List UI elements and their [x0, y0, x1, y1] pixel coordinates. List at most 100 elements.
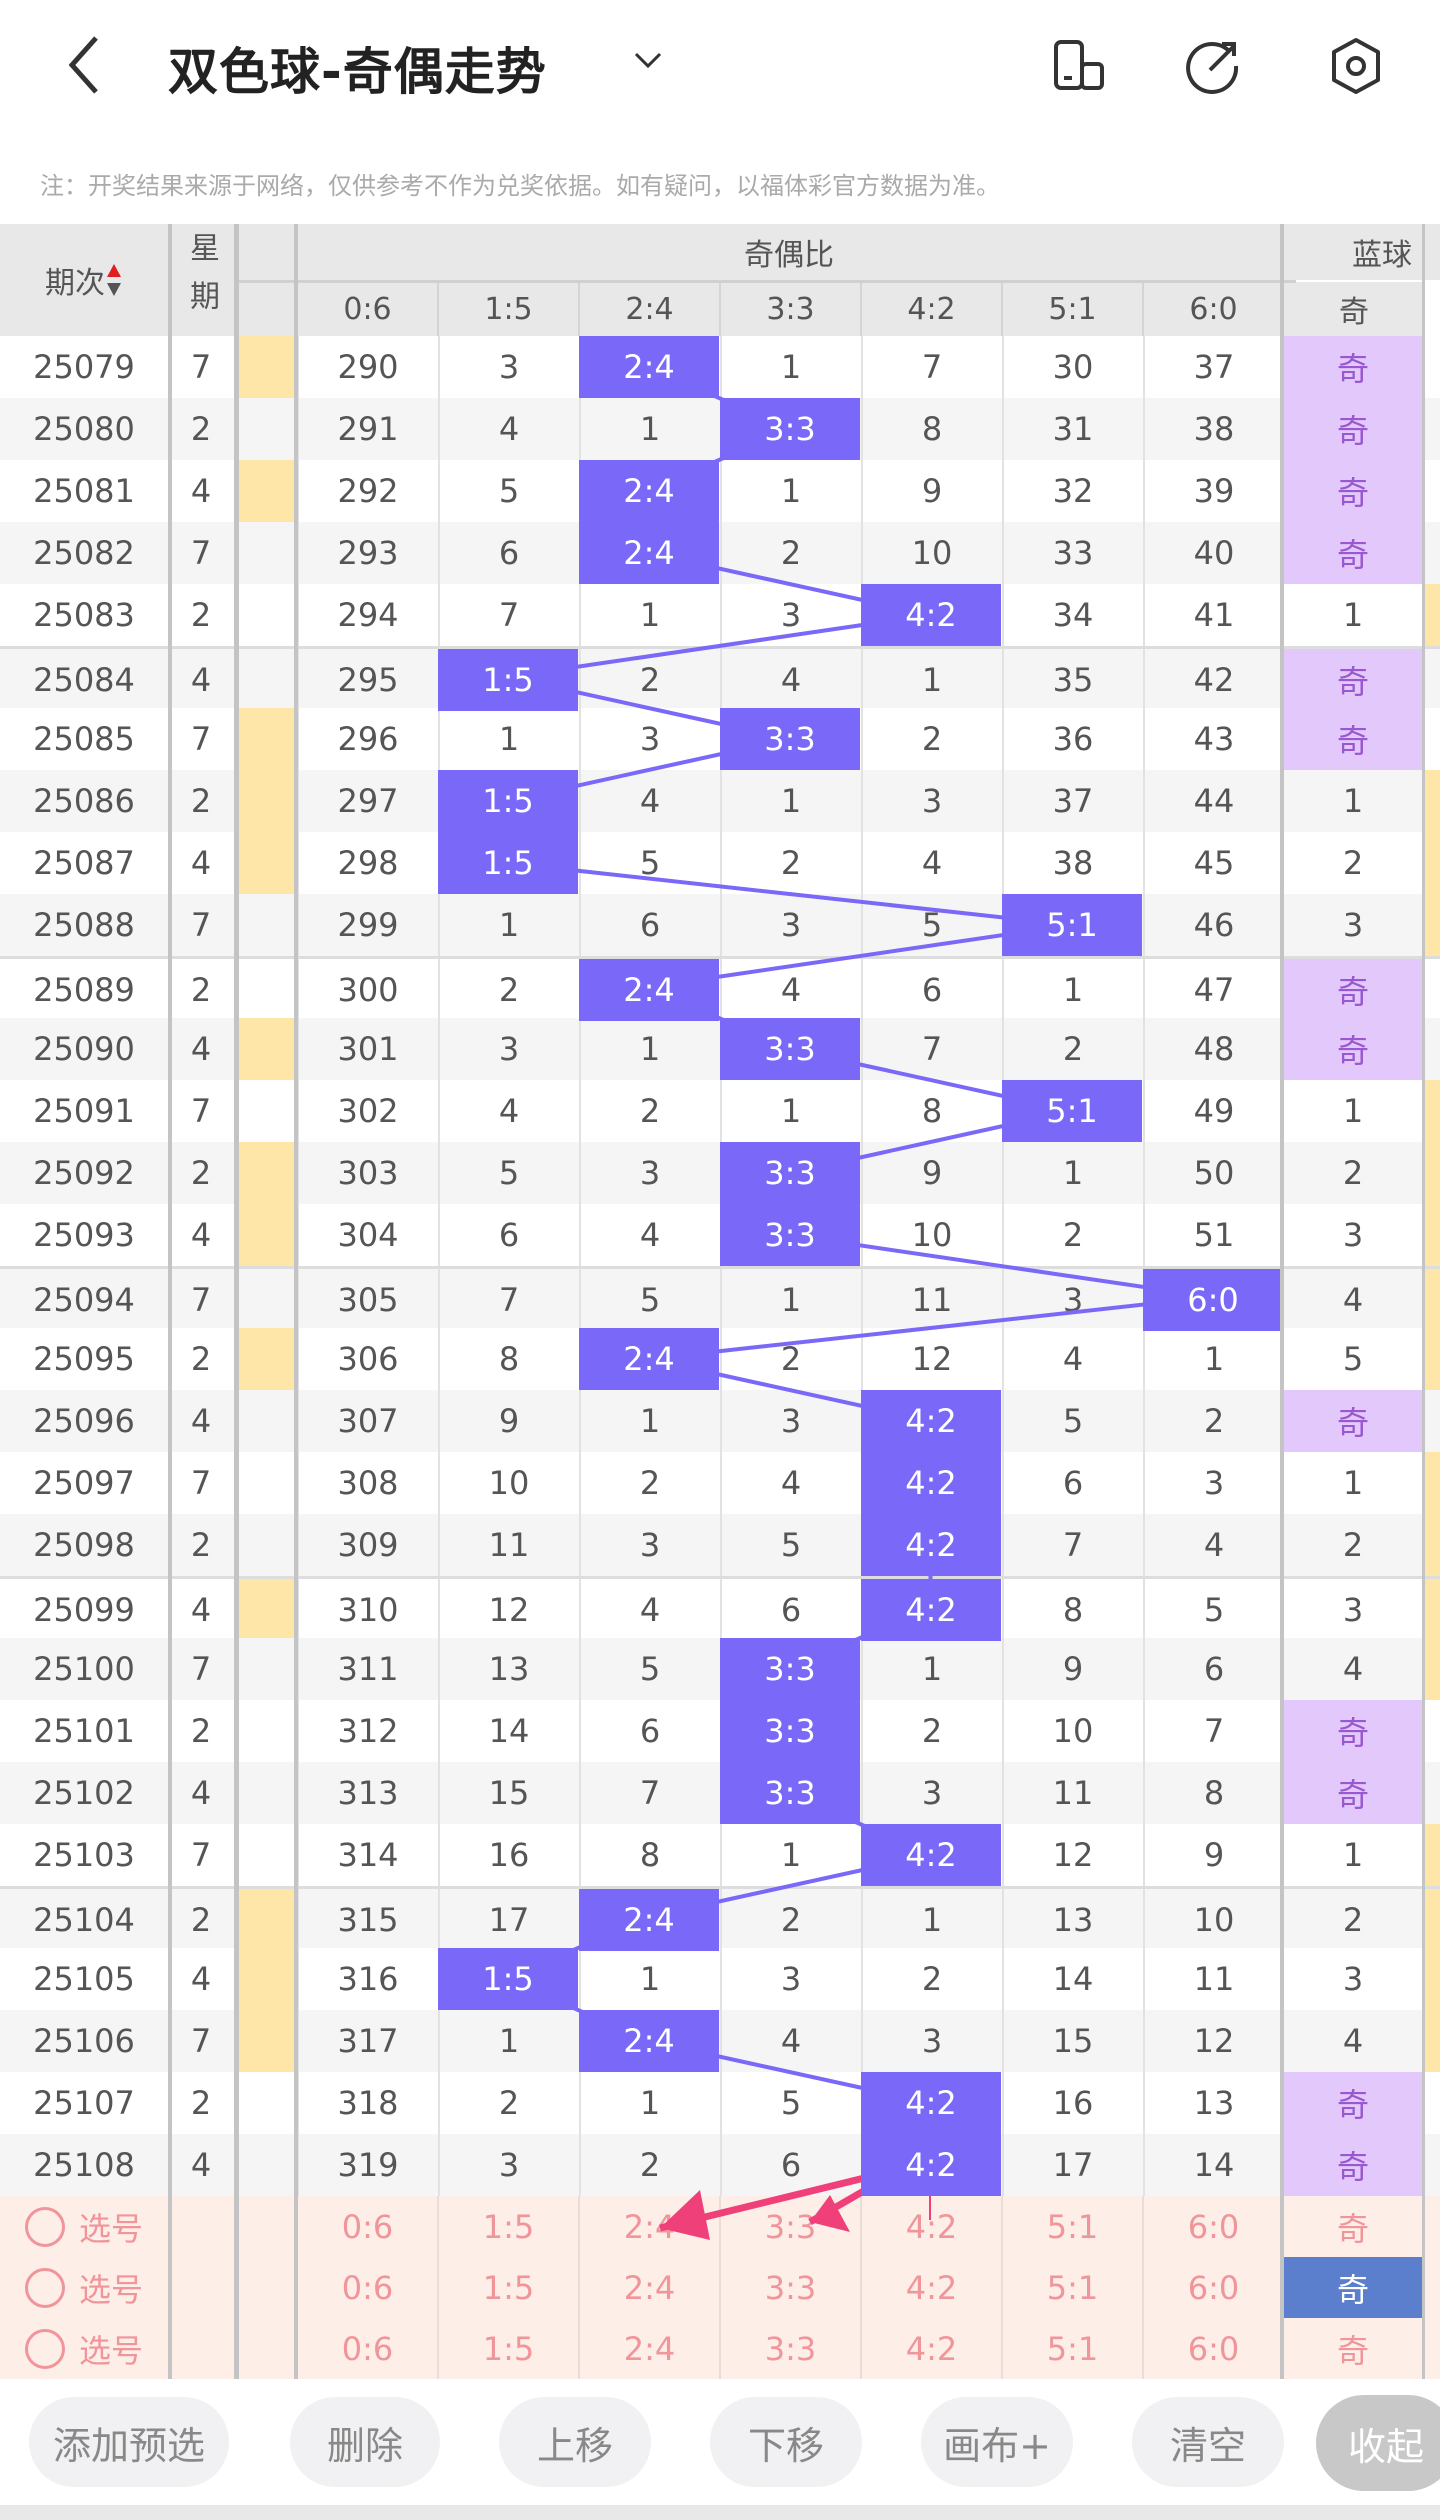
select-ratio-option[interactable]: 0:6: [296, 2257, 437, 2318]
action-button-1[interactable]: 删除: [290, 2397, 440, 2487]
blue-odd-cell: 奇: [1284, 1390, 1422, 1452]
select-ratio-option[interactable]: 6:0: [1142, 2196, 1283, 2257]
ratio-hit-cell: 1:5: [438, 770, 578, 832]
select-ratio-option[interactable]: 1:5: [437, 2318, 578, 2379]
blue-odd-cell: 4: [1342, 2022, 1364, 2060]
ratio-miss-cell: 318: [297, 2072, 437, 2134]
phone-layout-icon[interactable]: [1050, 36, 1110, 96]
top-bar: 双色球-奇偶走势: [0, 0, 1440, 140]
disclaimer-note: 注：开奖结果来源于网络，仅供参考不作为兑奖依据。如有疑问，以福体彩官方数据为准。: [40, 172, 1000, 200]
select-ratio-option[interactable]: 1:5: [437, 2257, 578, 2318]
issue-cell: 25084: [33, 661, 135, 699]
select-blue-odd[interactable]: 奇: [1336, 2209, 1369, 2248]
table-row: 25097 7 308 10 2 4 4:2 6 3 1: [0, 1452, 1440, 1514]
ratio-miss-cell: 310: [297, 1579, 437, 1641]
select-row: 选号 0:6 1:5 2:4 3:3 4:2 5:1 6:0 奇: [0, 2257, 1440, 2318]
issue-cell: 25098: [33, 1526, 135, 1564]
select-ratio-option[interactable]: 3:3: [719, 2196, 860, 2257]
ratio-hit-cell: 6:0: [1143, 1269, 1283, 1331]
select-blue-odd[interactable]: 奇: [1336, 2331, 1369, 2370]
ratio-header-2: 2:4: [578, 282, 719, 336]
marker-cell: [236, 1204, 294, 1266]
radio-circle-icon[interactable]: [24, 2206, 65, 2247]
week-cell: 2: [190, 2084, 212, 2122]
marker-cell: [236, 336, 294, 398]
ratio-miss-cell: 5: [438, 1142, 578, 1204]
issue-cell: 25101: [33, 1712, 135, 1750]
select-ratio-option[interactable]: 4:2: [860, 2318, 1001, 2379]
table-row: 25091 7 302 4 2 1 8 5:1 49 1: [0, 1080, 1440, 1142]
blue-odd-cell: 1: [1342, 596, 1364, 634]
select-ratio-option[interactable]: 6:0: [1142, 2318, 1283, 2379]
blue-marker-cell: [1425, 2072, 1440, 2134]
radio-circle-icon[interactable]: [24, 2267, 65, 2308]
select-ratio-option[interactable]: 4:2: [860, 2196, 1001, 2257]
table-row: 25094 7 305 7 5 1 11 3 6:0 4: [0, 1266, 1440, 1331]
blue-odd-cell: 5: [1342, 1340, 1364, 1378]
ratio-hit-cell: 4:2: [861, 1390, 1001, 1452]
select-row: 选号 0:6 1:5 2:4 3:3 4:2 5:1 6:0 奇: [0, 2196, 1440, 2257]
action-button-4[interactable]: 画布+: [921, 2397, 1073, 2487]
ratio-miss-cell: 319: [297, 2134, 437, 2196]
select-number-button[interactable]: 选号: [0, 2257, 168, 2318]
ratio-miss-cell: 10: [438, 1452, 578, 1514]
group-ratio-header: 奇偶比: [296, 224, 1282, 280]
select-ratio-option[interactable]: 5:1: [1001, 2196, 1142, 2257]
ratio-miss-cell: 12: [1002, 1824, 1142, 1886]
select-ratio-option[interactable]: 0:6: [296, 2196, 437, 2257]
back-arrow-icon[interactable]: [60, 30, 110, 100]
ratio-hit-cell: 3:3: [720, 1762, 860, 1824]
settings-icon[interactable]: [1326, 36, 1386, 96]
ratio-header-6: 6:0: [1142, 282, 1283, 336]
select-ratio-option[interactable]: 3:3: [719, 2318, 860, 2379]
ratio-miss-cell: 302: [297, 1080, 437, 1142]
issue-cell: 25096: [33, 1402, 135, 1440]
ratio-miss-cell: 2: [579, 2134, 719, 2196]
select-ratio-option[interactable]: 4:2: [860, 2257, 1001, 2318]
ratio-miss-cell: 5: [438, 460, 578, 522]
blue-marker-cell: [1425, 1948, 1440, 2010]
select-blue-odd[interactable]: 奇: [1284, 2257, 1422, 2318]
ratio-miss-cell: 2: [1002, 1204, 1142, 1266]
blue-odd-cell: 3: [1342, 1960, 1364, 1998]
select-ratio-option[interactable]: 2:4: [578, 2257, 719, 2318]
select-ratio-option[interactable]: 5:1: [1001, 2257, 1142, 2318]
select-ratio-option[interactable]: 6:0: [1142, 2257, 1283, 2318]
select-ratio-option[interactable]: 5:1: [1001, 2318, 1142, 2379]
action-button-5[interactable]: 清空: [1132, 2397, 1284, 2487]
radio-circle-icon[interactable]: [24, 2328, 65, 2369]
week-cell: 2: [190, 1712, 212, 1750]
table-row: 25083 2 294 7 1 3 4:2 34 41 1: [0, 584, 1440, 646]
table-row: 25095 2 306 8 2:4 2 12 4 1 5: [0, 1328, 1440, 1390]
sort-icon[interactable]: [105, 262, 123, 298]
marker-cell: [236, 1889, 294, 1951]
ratio-miss-cell: 50: [1143, 1142, 1283, 1204]
select-number-button[interactable]: 选号: [0, 2318, 168, 2379]
select-ratio-option[interactable]: 1:5: [437, 2196, 578, 2257]
divider: [234, 280, 1296, 283]
col-issue-header[interactable]: 期次: [0, 224, 168, 336]
select-ratio-option[interactable]: 2:4: [578, 2196, 719, 2257]
select-number-button[interactable]: 选号: [0, 2196, 168, 2257]
ratio-hit-cell: 2:4: [579, 460, 719, 522]
ratio-miss-cell: 5: [579, 1638, 719, 1700]
ratio-miss-cell: 39: [1143, 460, 1283, 522]
select-ratio-option[interactable]: 3:3: [719, 2257, 860, 2318]
action-button-0[interactable]: 添加预选: [29, 2397, 229, 2487]
select-ratio-option[interactable]: 0:6: [296, 2318, 437, 2379]
blue-marker-cell: [1425, 1080, 1440, 1142]
ratio-miss-cell: 10: [861, 522, 1001, 584]
table-row: 25087 4 298 1:5 5 2 4 38 45 2: [0, 832, 1440, 894]
issue-cell: 25105: [33, 1960, 135, 1998]
action-button-6[interactable]: 收起: [1316, 2395, 1440, 2491]
marker-cell: [236, 460, 294, 522]
share-icon[interactable]: [1184, 36, 1244, 96]
ratio-miss-cell: 290: [297, 336, 437, 398]
marker-cell: [236, 1390, 294, 1452]
blue-marker-cell: [1425, 522, 1440, 584]
table-row: 25102 4 313 15 7 3:3 3 11 8 奇: [0, 1762, 1440, 1824]
select-ratio-option[interactable]: 2:4: [578, 2318, 719, 2379]
chevron-down-icon[interactable]: [628, 40, 668, 80]
action-button-3[interactable]: 下移: [710, 2397, 862, 2487]
action-button-2[interactable]: 上移: [499, 2397, 651, 2487]
